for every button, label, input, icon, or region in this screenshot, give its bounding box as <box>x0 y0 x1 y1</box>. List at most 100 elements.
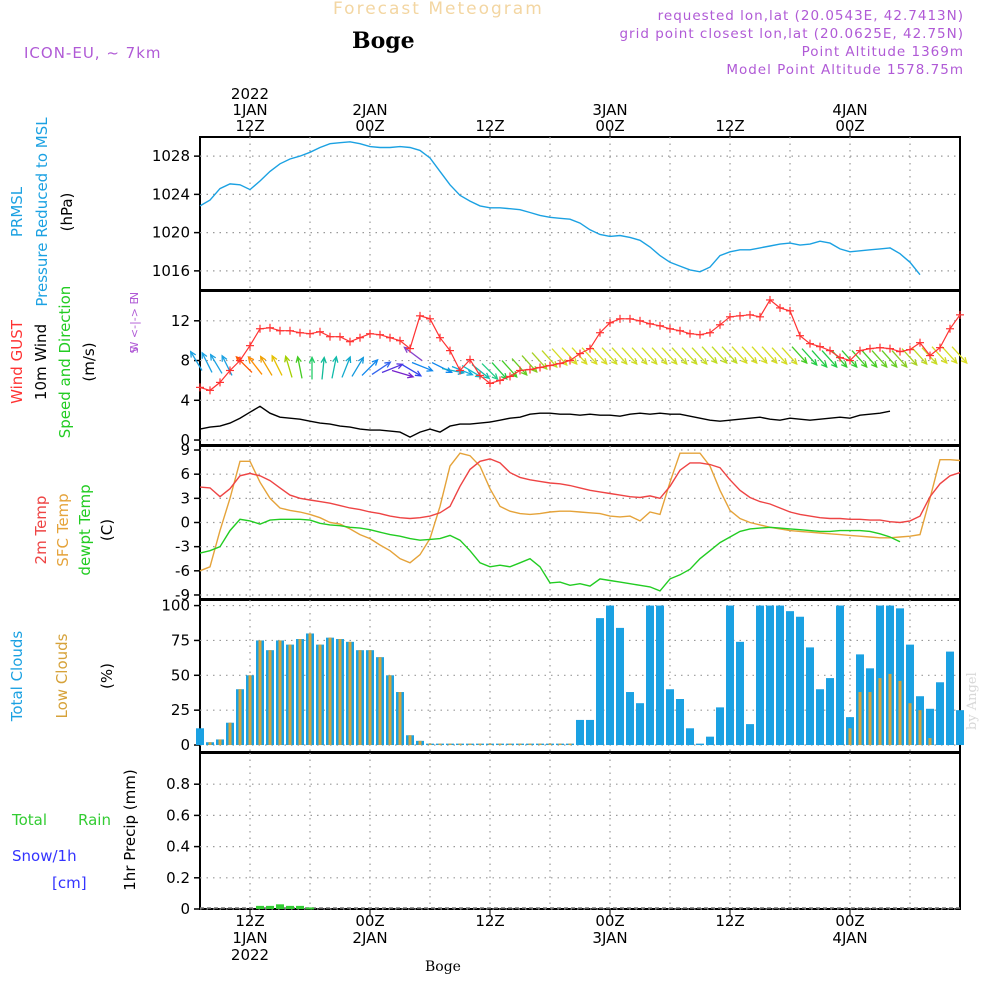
gust-marker <box>216 378 224 387</box>
wind-arrow <box>731 346 748 365</box>
low-cloud-bar <box>528 743 532 746</box>
panel-axis-label: 2m Temp <box>32 496 50 565</box>
wind-arrow-head <box>209 353 217 361</box>
low-cloud-bar <box>858 692 862 746</box>
wind-arrow-shaft <box>951 346 968 364</box>
wind-arrow <box>561 347 578 366</box>
wind-arrow-shaft <box>481 363 499 380</box>
gust-marker <box>946 324 954 333</box>
wind-arrow-head <box>650 358 658 366</box>
requested-location: requested lon,lat (20.0543E, 42.7413N) <box>657 8 964 24</box>
panel-axis-label: Wind GUST <box>8 319 26 404</box>
dewpt-temp-line <box>199 518 901 592</box>
time-label-bottom: 2JAN <box>352 929 387 947</box>
wind-arrow <box>601 347 618 366</box>
low-cloud-bar <box>548 743 552 746</box>
low-cloud-bar <box>288 644 292 746</box>
wind-arrow <box>571 347 588 366</box>
low-cloud-bar <box>498 743 502 746</box>
y-tick-label: 0.6 <box>166 806 190 824</box>
rain-bar <box>306 907 314 910</box>
time-label-bottom: 4JAN <box>832 929 867 947</box>
wind-arrow-head <box>700 358 708 366</box>
wind-arrow-head <box>426 365 434 372</box>
total-cloud-bar <box>736 641 744 746</box>
wind-arrow <box>501 360 518 379</box>
gust-marker <box>446 346 454 355</box>
total-cloud-bar <box>576 719 584 746</box>
total-cloud-bar <box>606 605 614 746</box>
wind-arrow <box>951 346 968 365</box>
precip-axis-label: 1hr Precip (mm) <box>121 769 139 890</box>
wind-arrow-shaft <box>741 346 758 364</box>
gust-marker <box>456 366 464 375</box>
panel-axis-label: (%) <box>98 663 116 689</box>
wind-arrow-head <box>880 361 888 369</box>
wind-arrow-shaft <box>431 361 452 373</box>
wind-arrow <box>701 346 718 365</box>
gust-marker <box>256 324 264 333</box>
wind-arrow-head <box>730 357 738 365</box>
gust-marker <box>806 339 814 348</box>
wind-arrow-shaft <box>701 346 718 364</box>
time-label-top: 3JAN <box>592 101 627 119</box>
wind-arrow-head <box>332 355 339 363</box>
panel-axis-label: Speed and Direction <box>56 286 74 439</box>
wind-arrow <box>611 347 628 366</box>
wind-arrow-shaft <box>611 347 628 365</box>
wind-arrow-head <box>870 361 878 369</box>
rain-bar <box>286 905 294 909</box>
wind-arrow-shaft <box>801 348 818 366</box>
wind-arrow-head <box>500 372 508 380</box>
low-cloud-bar <box>298 639 302 746</box>
station-footer: Boge <box>425 959 461 975</box>
gust-marker <box>726 312 734 321</box>
wind-arrow-head <box>690 358 698 366</box>
low-cloud-bar <box>518 743 522 746</box>
gust-marker <box>516 366 524 375</box>
gust-marker <box>506 372 514 381</box>
wind-arrow <box>671 347 688 366</box>
gust-marker <box>776 303 784 312</box>
wind-arrow-shaft <box>371 361 391 375</box>
wind-arrow <box>247 355 263 375</box>
low-cloud-bar <box>318 644 322 746</box>
gust-marker <box>566 356 574 365</box>
wind-arrow-head <box>660 358 668 366</box>
low-cloud-bar <box>258 640 262 746</box>
y-tick-label: 100 <box>161 597 190 615</box>
wind-arrow-head <box>221 354 228 362</box>
wind-arrow <box>391 369 415 379</box>
wind-arrow-head <box>720 357 728 365</box>
wind-arrow <box>401 363 423 377</box>
wind-arrow <box>371 361 392 375</box>
gust-marker <box>826 346 834 355</box>
wind-arrow-head <box>600 358 608 366</box>
wind-arrow-shaft <box>641 347 658 365</box>
gust-marker <box>716 320 724 329</box>
wind-arrow <box>881 350 898 369</box>
wind-arrow <box>641 347 658 366</box>
wind-arrow-head <box>284 354 291 363</box>
panel-axis-label: (hPa) <box>58 193 76 232</box>
point-altitude: Point Altitude 1369m <box>801 44 964 60</box>
wind-arrow-shaft <box>891 350 908 368</box>
time-label-top: 00Z <box>355 117 384 135</box>
time-label-top: 2JAN <box>352 101 387 119</box>
low-cloud-bar <box>438 743 442 746</box>
wind-arrow-shaft <box>260 356 273 376</box>
wind-arrow <box>581 347 598 366</box>
wind-arrow-head <box>640 358 648 366</box>
low-cloud-bar <box>398 692 402 746</box>
compass-south: S <box>128 346 141 353</box>
wind-arrow-shaft <box>941 346 958 364</box>
wind-arrow-head <box>570 358 578 366</box>
gust-marker <box>836 353 844 362</box>
wind-arrow-shaft <box>751 346 768 364</box>
wind-arrow-head <box>840 361 848 369</box>
wind-arrow-head <box>820 361 828 369</box>
wind-compass: NW <-|-> ES <box>128 292 141 354</box>
gust-marker <box>316 327 324 336</box>
precip-rain-label: Rain <box>78 811 111 829</box>
wind-arrow-shaft <box>404 346 423 362</box>
